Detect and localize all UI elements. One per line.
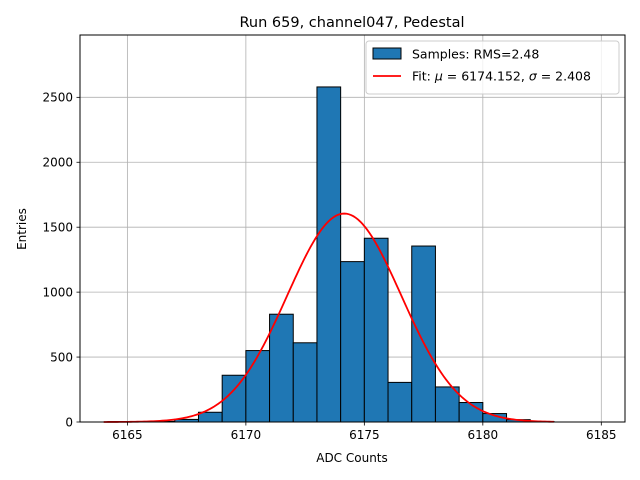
chart-title: Run 659, channel047, Pedestal	[239, 15, 464, 31]
y-tick-label: 2000	[42, 156, 73, 170]
legend-fit-sigma-value: = 2.408	[537, 69, 591, 84]
histogram-bar	[316, 86, 342, 423]
legend-fit-prefix: Fit:	[412, 69, 435, 84]
histogram-bars	[150, 86, 555, 423]
y-tick-label: 1000	[42, 285, 73, 299]
legend: Samples: RMS=2.48 Fit: μ = 6174.152, σ =…	[365, 40, 620, 95]
y-tick-label: 2500	[42, 91, 73, 105]
histogram-bar	[387, 381, 413, 423]
x-tick-label: 6170	[231, 428, 262, 442]
x-axis-label: ADC Counts	[316, 451, 388, 465]
histogram-bar	[292, 342, 318, 423]
legend-histogram-swatch	[372, 47, 402, 60]
axes-frame	[79, 34, 626, 423]
histogram-bar	[245, 350, 271, 423]
y-tick-label: 500	[50, 350, 73, 364]
histogram-bar	[363, 237, 389, 423]
legend-fit-mu-value: = 6174.152,	[443, 69, 529, 84]
y-tick-label: 1500	[42, 221, 73, 235]
y-axis-label: Entries	[15, 208, 29, 250]
legend-fit-label: Fit: μ = 6174.152, σ = 2.408	[412, 69, 591, 84]
y-tick-label: 0	[65, 415, 73, 429]
x-tick-label: 6180	[468, 428, 499, 442]
x-tick-label: 6185	[586, 428, 617, 442]
histogram-bar	[458, 402, 484, 423]
legend-box	[365, 40, 620, 95]
histogram-bar	[197, 411, 223, 423]
x-tick-label: 6175	[349, 428, 380, 442]
fit-curve	[103, 212, 554, 423]
legend-histogram-label: Samples: RMS=2.48	[412, 47, 539, 62]
histogram-bar	[411, 245, 436, 423]
x-tick-label: 6165	[112, 428, 143, 442]
legend-fit-sigma-symbol: σ	[529, 69, 538, 84]
x-axis-ticks: 6165 6170 6175 6180 6185	[112, 422, 617, 442]
y-axis-ticks: 0 500 1000 1500 2000 2500	[42, 91, 80, 429]
fit-curve-layer	[103, 212, 554, 423]
legend-fit-mu-symbol: μ	[434, 69, 443, 84]
histogram-bar	[269, 313, 294, 423]
histogram-bar	[340, 261, 365, 423]
